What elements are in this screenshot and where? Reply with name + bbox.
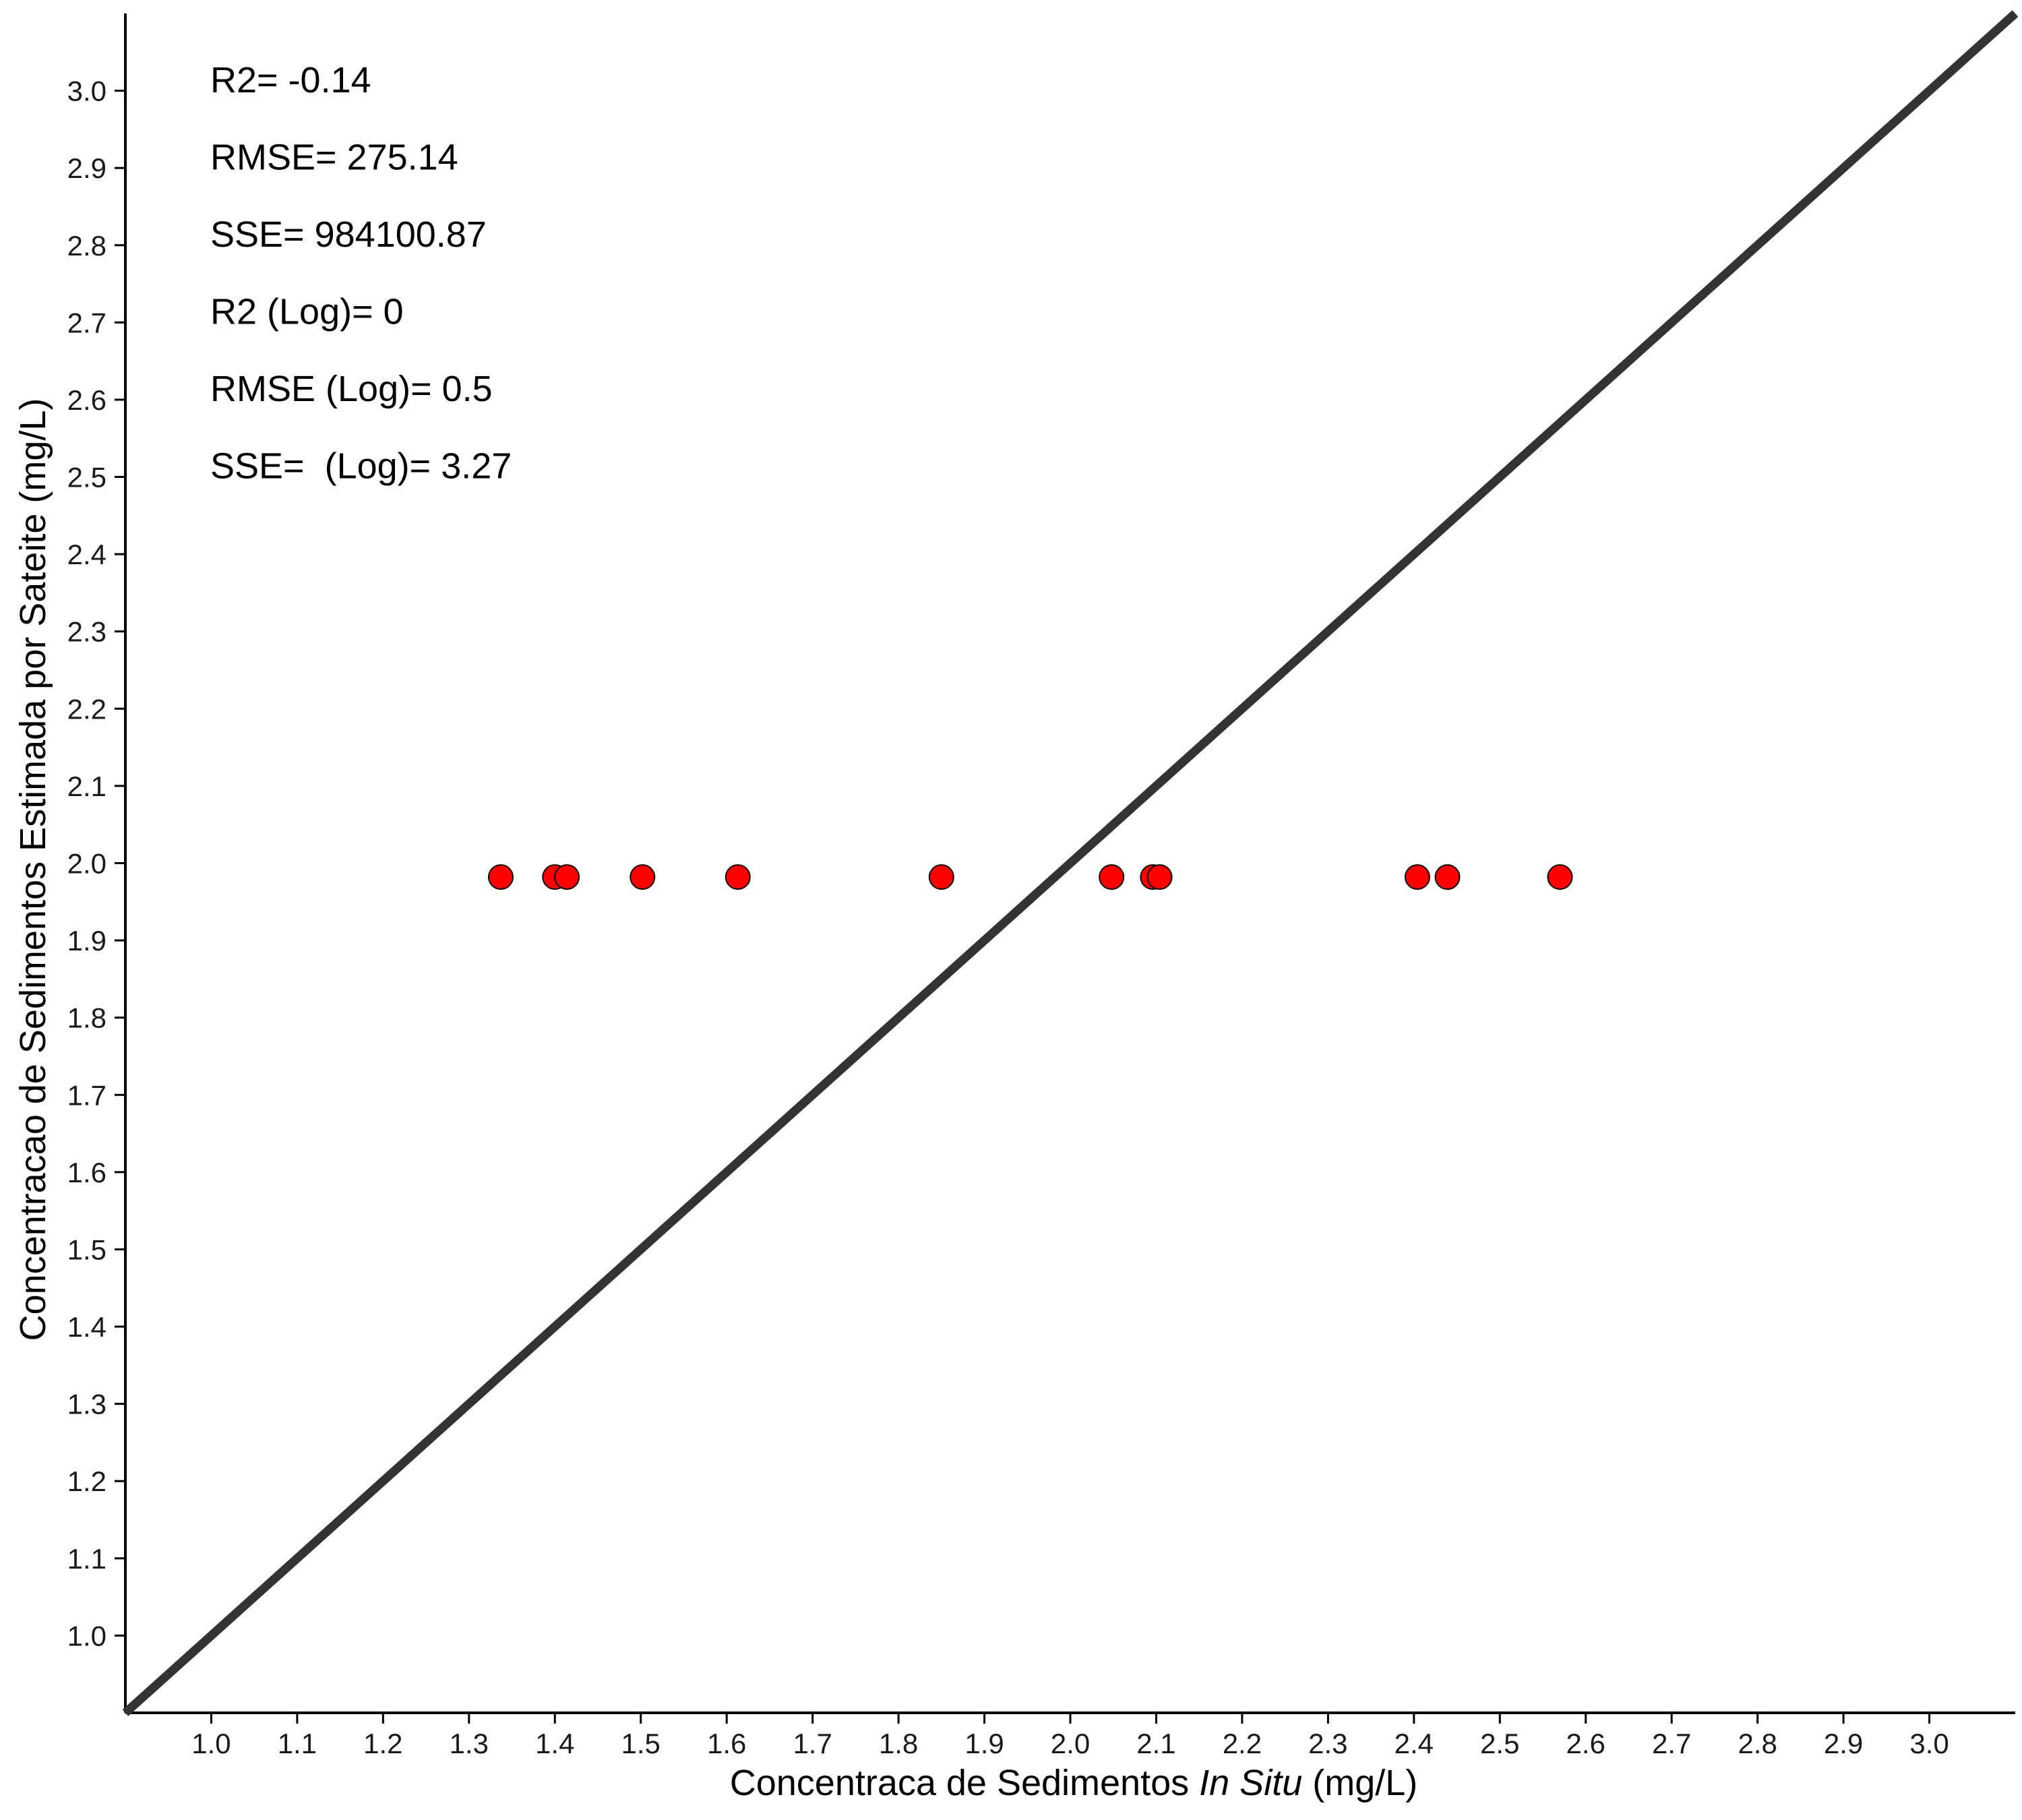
reference-line [122, 10, 2019, 1716]
data-point [1434, 864, 1461, 890]
x-tick-label: 2.8 [1738, 1728, 1777, 1759]
y-tick-label: 2.6 [67, 384, 106, 416]
y-axis-title: Concentracao de Sedimentos Estimada por … [13, 398, 53, 1341]
stat-annotation: R2= -0.14 [210, 60, 371, 100]
stat-annotation: R2 (Log)= 0 [210, 292, 404, 332]
stat-annotation: SSE= 984100.87 [210, 214, 487, 255]
y-tick-label: 2.0 [67, 848, 106, 880]
y-tick-label: 1.4 [67, 1311, 106, 1343]
y-tick-label: 1.3 [67, 1389, 106, 1420]
x-axis-title-part-3: (mg/L) [1302, 1763, 1417, 1803]
y-tick-label: 1.8 [67, 1002, 106, 1034]
x-tick-label: 1.0 [191, 1728, 231, 1759]
x-tick-label: 3.0 [1909, 1728, 1949, 1759]
y-tick-label: 2.9 [67, 152, 106, 184]
x-tick-label: 2.3 [1308, 1728, 1347, 1759]
x-tick-label: 1.6 [707, 1728, 746, 1759]
data-point [1404, 864, 1430, 890]
y-tick-label: 2.2 [67, 693, 106, 725]
y-tick-label: 1.5 [67, 1234, 106, 1265]
y-tick-label: 1.9 [67, 925, 106, 957]
x-tick-label: 2.0 [1051, 1728, 1090, 1759]
x-tick-label: 2.1 [1136, 1728, 1175, 1759]
y-tick-label: 2.4 [67, 539, 106, 570]
x-axis-ticks: 1.0 1.1 1.2 1.3 1.4 1.5 1.6 1.7 1.8 1.9 2.0 2.1 2.2 2… [191, 1713, 1949, 1759]
stat-annotation: RMSE= 275.14 [210, 138, 458, 178]
y-tick-label: 2.5 [67, 462, 106, 493]
x-tick-label: 1.3 [450, 1728, 489, 1759]
data-point [725, 864, 751, 890]
y-tick-label: 1.2 [67, 1465, 106, 1497]
data-point [487, 864, 514, 890]
x-tick-label: 2.5 [1480, 1728, 1519, 1759]
stat-annotation: SSE= (Log)= 3.27 [210, 446, 512, 487]
x-tick-label: 1.1 [278, 1728, 317, 1759]
x-tick-label: 1.5 [621, 1728, 661, 1759]
data-point [928, 864, 954, 890]
x-tick-label: 2.9 [1824, 1728, 1863, 1759]
x-tick-label: 2.2 [1223, 1728, 1262, 1759]
y-tick-label: 1.6 [67, 1157, 106, 1188]
data-point [1146, 864, 1173, 890]
y-axis-ticks: 1.0 1.1 1.2 1.3 1.4 1.5 1.6 1.7 1.8 1.9 2.0 2.1 2.2 2… [67, 75, 125, 1651]
x-axis-title: Concentraca de Sedimentos In Situ (mg/L) [730, 1763, 1418, 1803]
x-tick-label: 2.6 [1566, 1728, 1605, 1759]
y-tick-label: 1.1 [67, 1543, 106, 1575]
y-tick-label: 1.7 [67, 1079, 106, 1111]
y-tick-label: 1.0 [67, 1620, 106, 1651]
x-tick-label: 2.7 [1652, 1728, 1691, 1759]
y-tick-label: 2.3 [67, 616, 106, 648]
statistics-annotations: R2= -0.14 RMSE= 275.14 SSE= 984100.87 R2 (L… [210, 60, 512, 487]
x-tick-label: 1.2 [363, 1728, 402, 1759]
y-tick-label: 2.8 [67, 230, 106, 262]
y-tick-label: 2.7 [67, 307, 106, 338]
x-tick-label: 1.8 [879, 1728, 918, 1759]
data-point [554, 864, 580, 890]
x-tick-label: 1.4 [535, 1728, 574, 1759]
x-axis-title-part-2: In Situ [1199, 1763, 1302, 1803]
x-tick-label: 2.4 [1395, 1728, 1434, 1759]
reference-line-group [122, 10, 2019, 1716]
x-tick-label: 1.9 [964, 1728, 1004, 1759]
stat-annotation: RMSE (Log)= 0.5 [210, 369, 493, 409]
y-tick-label: 3.0 [67, 75, 106, 107]
data-point [1547, 864, 1573, 890]
x-tick-label: 1.7 [793, 1728, 832, 1759]
data-point [630, 864, 656, 890]
y-tick-label: 2.1 [67, 770, 106, 802]
x-axis-title-part-1: Concentraca de Sedimentos [730, 1763, 1199, 1803]
data-points [487, 864, 1573, 890]
data-point [1099, 864, 1125, 890]
